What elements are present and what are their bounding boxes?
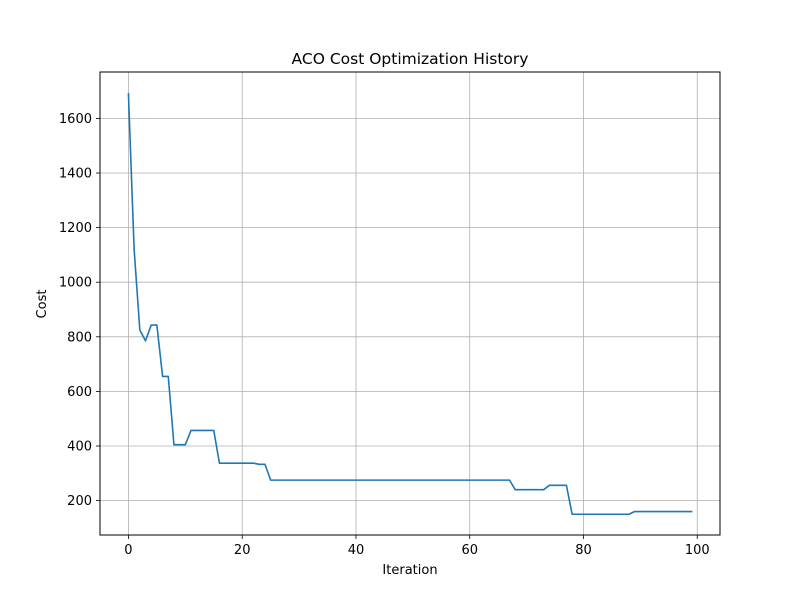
y-tick-label: 600: [67, 385, 92, 400]
plot-area-background: [100, 72, 720, 535]
y-tick-label: 1600: [59, 112, 92, 127]
y-tick-label: 800: [67, 330, 92, 345]
y-tick-label: 1000: [59, 276, 92, 291]
x-tick-label: 20: [234, 543, 251, 558]
y-tick-label: 200: [67, 494, 92, 509]
grid-lines: [100, 72, 720, 535]
y-tick-label: 1200: [59, 221, 92, 236]
y-tick-label: 1400: [59, 167, 92, 182]
x-tick-label: 100: [685, 543, 710, 558]
x-tick-label: 0: [124, 543, 132, 558]
y-axis-title: Cost: [35, 290, 50, 319]
y-tick-label: 400: [67, 440, 92, 455]
chart-title: ACO Cost Optimization History: [292, 50, 529, 68]
x-axis-title: Iteration: [382, 563, 437, 578]
x-tick-label: 40: [348, 543, 365, 558]
x-tick-label: 60: [461, 543, 478, 558]
axis-ticks: 0 20 40 60 80 100 200 400 600 800 1000 1200 1400 1600: [59, 112, 710, 558]
series-line-cost: [127, 93, 693, 516]
plot-area-frame: [99, 71, 721, 536]
x-tick-label: 80: [575, 543, 592, 558]
